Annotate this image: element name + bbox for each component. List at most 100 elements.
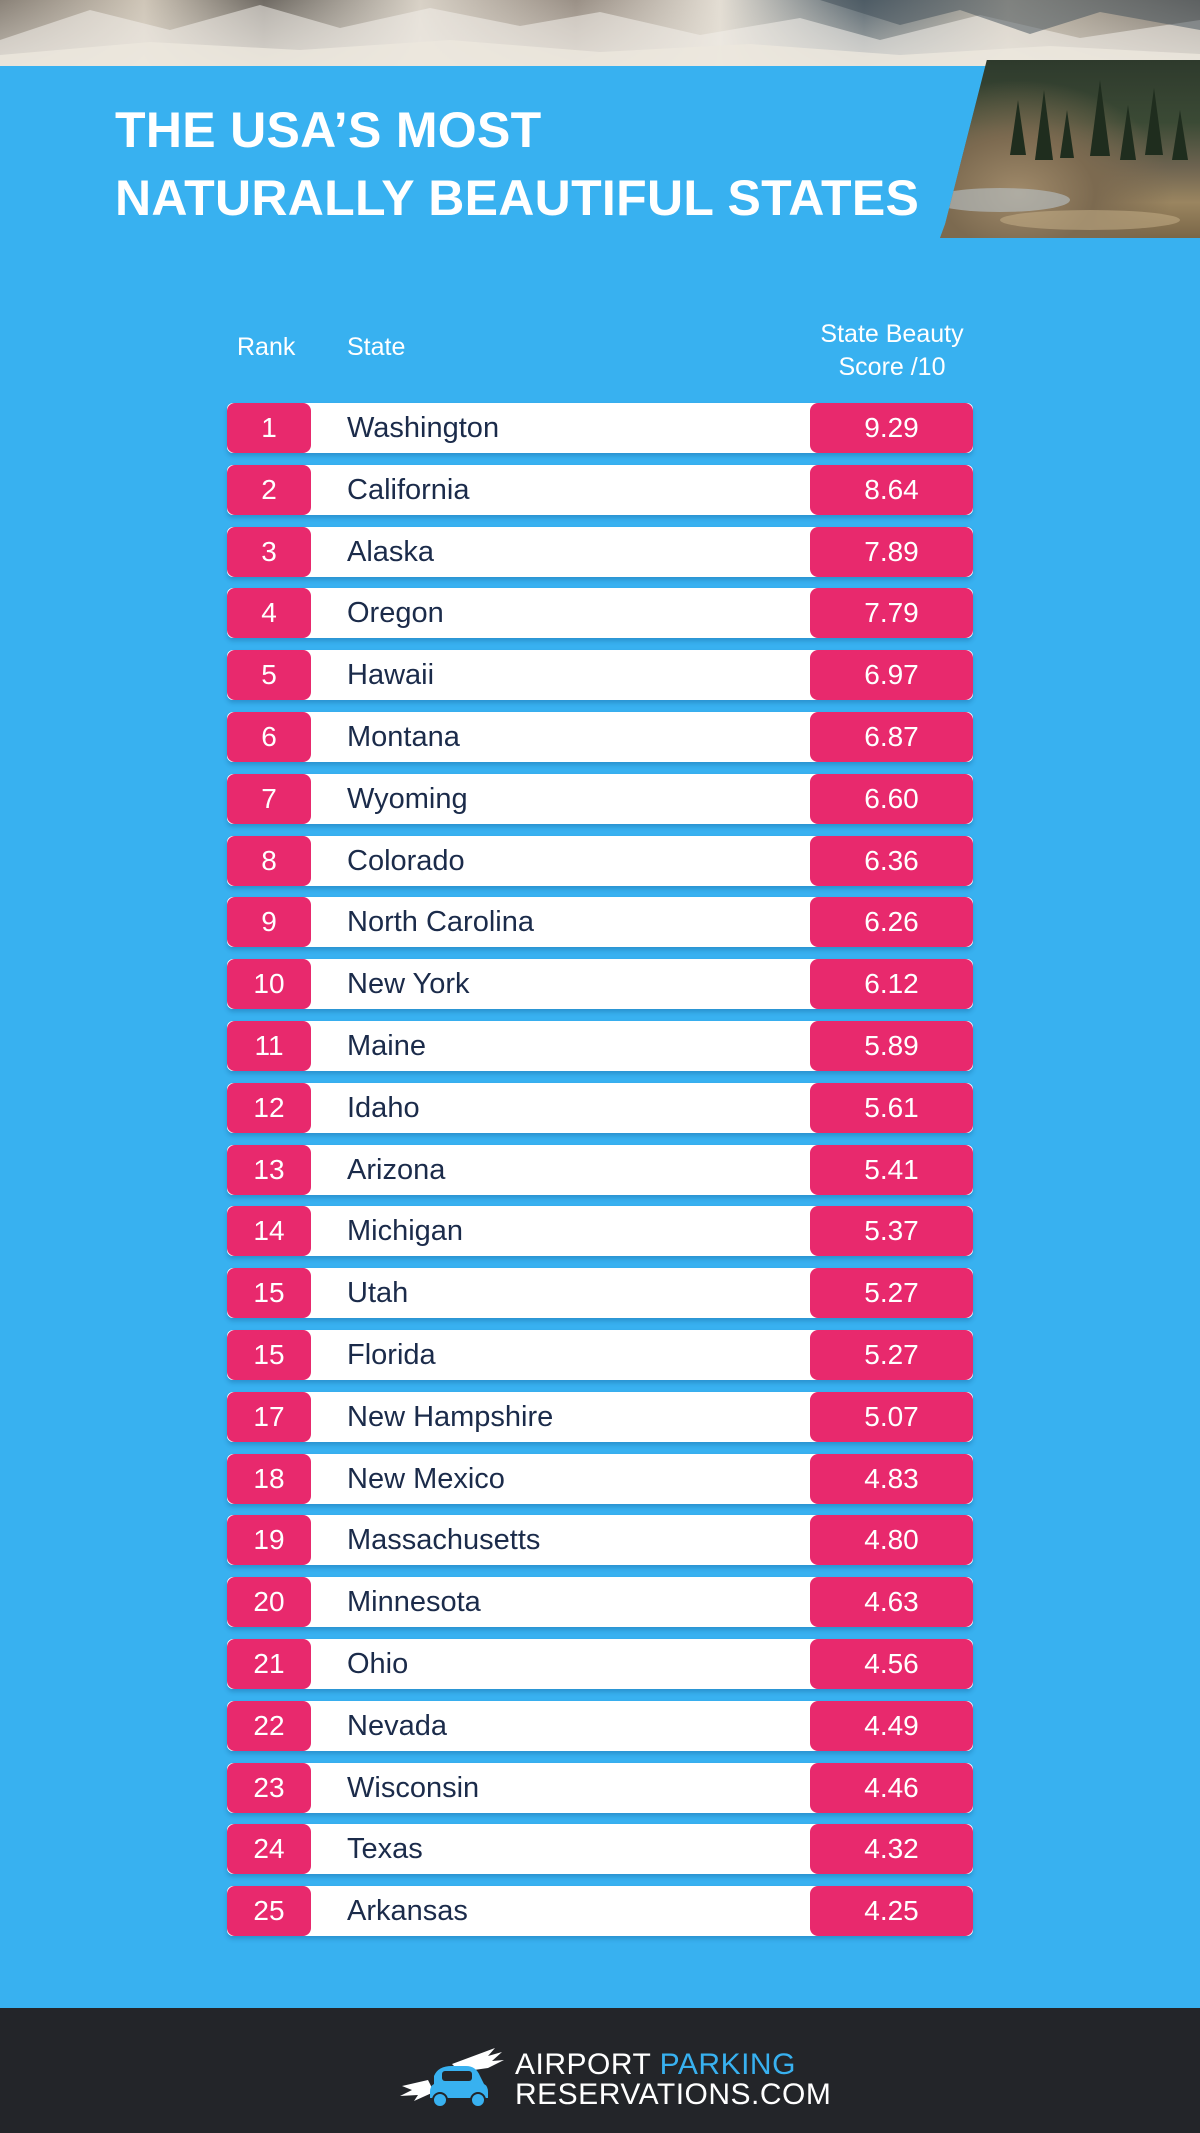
state-name: Washington — [347, 412, 500, 444]
table-row: 20 Minnesota 4.63 — [227, 1577, 973, 1628]
beauty-score-badge: 4.46 — [810, 1762, 973, 1813]
footer: AIRPORT PARKING RESERVATIONS.COM — [0, 2008, 1200, 2133]
beauty-score-badge: 4.83 — [810, 1453, 973, 1504]
beauty-score-badge: 4.32 — [810, 1824, 973, 1875]
table-row: 21 Ohio 4.56 — [227, 1638, 973, 1689]
rank-badge: 5 — [227, 650, 311, 701]
beauty-score-badge: 4.80 — [810, 1515, 973, 1566]
state-name: Texas — [347, 1833, 423, 1866]
state-name: California — [347, 473, 470, 506]
table-row: 17 New Hampshire 5.07 — [227, 1391, 973, 1442]
table-row: 5 Hawaii 6.97 — [227, 650, 973, 701]
state-name: Wisconsin — [347, 1771, 480, 1804]
state-name: Oregon — [347, 597, 444, 630]
rank-badge: 15 — [227, 1268, 311, 1319]
table-row: 25 Arkansas 4.25 — [227, 1886, 973, 1937]
table-row: 6 Montana 6.87 — [227, 711, 973, 762]
table-row: 19 Massachusetts 4.80 — [227, 1515, 973, 1566]
table-row: 13 Arizona 5.41 — [227, 1144, 973, 1195]
brand-logo: AIRPORT PARKING RESERVATIONS.COM — [400, 2046, 831, 2110]
rank-badge: 15 — [227, 1329, 311, 1380]
rank-badge: 10 — [227, 959, 311, 1010]
state-name: Massachusetts — [347, 1524, 541, 1557]
column-header-score-line-1: State Beauty — [820, 320, 964, 348]
rank-badge: 12 — [227, 1082, 311, 1133]
table-row: 15 Florida 5.27 — [227, 1329, 973, 1380]
column-header-state: State — [347, 333, 406, 361]
beauty-score-badge: 6.60 — [810, 773, 973, 824]
header-landscape-photo — [0, 0, 1200, 66]
rank-badge: 19 — [227, 1515, 311, 1566]
rank-badge: 20 — [227, 1577, 311, 1628]
title-line-1: THE USA’S MOST — [115, 102, 542, 158]
beauty-score-badge: 6.26 — [810, 897, 973, 948]
title-line-2: NATURALLY BEAUTIFUL STATES — [115, 170, 920, 226]
corner-landscape-photo — [940, 60, 1200, 238]
beauty-score-badge: 9.29 — [810, 403, 973, 453]
beauty-score-badge: 6.87 — [810, 711, 973, 762]
beauty-score-badge: 5.37 — [810, 1206, 973, 1257]
table-row: 24 Texas 4.32 — [227, 1824, 973, 1875]
rank-badge: 17 — [227, 1391, 311, 1442]
beauty-score-badge: 6.12 — [810, 959, 973, 1010]
beauty-score-badge: 6.36 — [810, 835, 973, 886]
table-row: 23 Wisconsin 4.46 — [227, 1762, 973, 1813]
brand-word-parking: PARKING — [659, 2048, 796, 2081]
table-row: 22 Nevada 4.49 — [227, 1700, 973, 1751]
rank-badge: 23 — [227, 1762, 311, 1813]
state-name: Colorado — [347, 844, 465, 877]
state-name: New Hampshire — [347, 1400, 554, 1433]
table-row: 14 Michigan 5.37 — [227, 1206, 973, 1257]
beauty-score-badge: 4.56 — [810, 1638, 973, 1689]
state-name: Nevada — [347, 1709, 447, 1742]
rank-badge: 8 — [227, 835, 311, 886]
beauty-score-badge: 7.79 — [810, 588, 973, 639]
table-row: 8 Colorado 6.36 — [227, 835, 973, 886]
state-name: Ohio — [347, 1647, 409, 1680]
rank-badge: 22 — [227, 1700, 311, 1751]
table-row: 9 North Carolina 6.26 — [227, 897, 973, 948]
state-name: Hawaii — [347, 659, 435, 692]
rank-badge: 1 — [227, 403, 311, 453]
state-name: Minnesota — [347, 1586, 481, 1619]
rank-badge: 24 — [227, 1824, 311, 1875]
winged-car-icon — [400, 2048, 504, 2108]
state-name: Wyoming — [347, 782, 468, 815]
state-name: Alaska — [347, 535, 435, 568]
rank-badge: 3 — [227, 526, 311, 577]
beauty-score-badge: 4.63 — [810, 1577, 973, 1628]
beauty-score-badge: 6.97 — [810, 650, 973, 701]
brand-word-airport: AIRPORT — [515, 2048, 660, 2081]
rank-badge: 25 — [227, 1886, 311, 1937]
state-name: Montana — [347, 720, 460, 753]
table-row: 18 New Mexico 4.83 — [227, 1453, 973, 1504]
state-name: Utah — [347, 1277, 409, 1310]
column-header-score-line-2: Score /10 — [838, 353, 946, 381]
ranking-table: 1 Washington 9.29 2 California 8.64 3 Alaska 7.8… — [227, 403, 973, 1948]
table-row: 2 California 8.64 — [227, 464, 973, 515]
state-name: New Mexico — [347, 1462, 505, 1495]
state-name: North Carolina — [347, 906, 534, 939]
state-name: Idaho — [347, 1091, 420, 1124]
table-row: 10 New York 6.12 — [227, 959, 973, 1010]
table-row: 4 Oregon 7.79 — [227, 588, 973, 639]
table-row: 15 Utah 5.27 — [227, 1268, 973, 1319]
column-header-rank: Rank — [237, 333, 296, 361]
beauty-score-badge: 7.89 — [810, 526, 973, 577]
beauty-score-badge: 5.27 — [810, 1329, 973, 1380]
rank-badge: 14 — [227, 1206, 311, 1257]
rank-badge: 13 — [227, 1144, 311, 1195]
beauty-score-badge: 4.25 — [810, 1886, 973, 1937]
beauty-score-badge: 5.61 — [810, 1082, 973, 1133]
beauty-score-badge: 8.64 — [810, 464, 973, 515]
table-row: 7 Wyoming 6.60 — [227, 773, 973, 824]
rank-badge: 7 — [227, 773, 311, 824]
table-row: 3 Alaska 7.89 — [227, 526, 973, 577]
beauty-score-badge: 5.89 — [810, 1020, 973, 1071]
beauty-score-badge: 4.49 — [810, 1700, 973, 1751]
column-header-score: State Beauty Score /10 — [800, 318, 984, 384]
rank-badge: 9 — [227, 897, 311, 948]
beauty-score-badge: 5.27 — [810, 1268, 973, 1319]
beauty-score-badge: 5.41 — [810, 1144, 973, 1195]
beauty-score-badge: 5.07 — [810, 1391, 973, 1442]
